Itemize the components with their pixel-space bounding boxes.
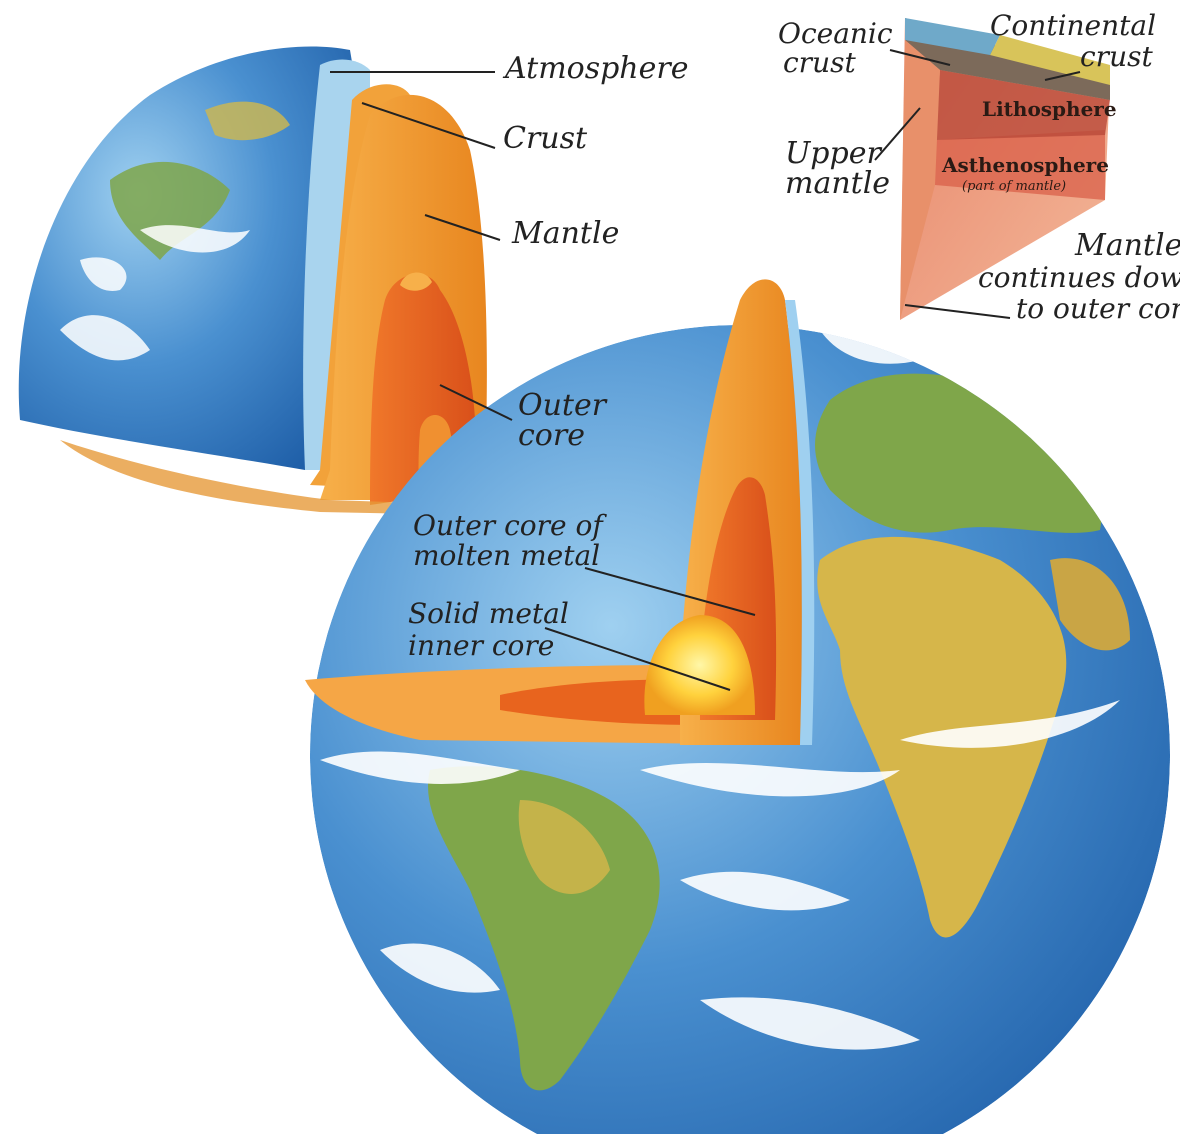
label-upper-mantle-line2: mantle (785, 166, 890, 201)
label-outer-core-line1: Outer (518, 388, 608, 423)
small-globe-clouds (60, 225, 250, 361)
label-molten-core-line2: molten metal (413, 539, 600, 572)
label-oceanic-crust-line2: crust (783, 46, 856, 79)
label-solid-core-line2: inner core (408, 629, 554, 662)
label-continental-crust-line1: Continental (990, 9, 1156, 42)
leader-crust (361, 102, 496, 149)
label-mantle-continues-line2: continues down (978, 261, 1180, 294)
large-cutaway-globe (305, 279, 1170, 1134)
label-atmosphere: Atmosphere (502, 51, 688, 86)
large-cut-crust-edge (785, 300, 815, 745)
large-globe-sa-highlands (518, 800, 610, 894)
wedge-upper-mantle-face (900, 40, 940, 320)
leader-continental-crust (1044, 71, 1081, 81)
large-globe-south-america (428, 766, 660, 1091)
leader-mantle-continues (904, 304, 1011, 319)
small-globe-land (110, 161, 230, 260)
label-asthenosphere-note: (part of mantle) (962, 179, 1066, 194)
label-lithosphere: Lithosphere (982, 97, 1117, 121)
leader-upper-mantle (874, 107, 921, 161)
label-mantle-continues-line1: Mantle (1074, 228, 1180, 263)
label-continental-crust-line2: crust (1080, 40, 1153, 73)
label-oceanic-crust-line1: Oceanic (778, 17, 893, 50)
wedge-ocean-top (905, 18, 1000, 55)
wedge-asthenosphere-zone (935, 130, 1105, 200)
large-globe-arabia (1050, 558, 1130, 651)
label-molten-core-line1: Outer core of (413, 509, 607, 542)
label-asthenosphere: Asthenosphere (941, 153, 1109, 177)
labels: Atmosphere Crust Mantle Outer core Ocean… (408, 9, 1180, 662)
leader-molten-core (584, 567, 756, 616)
leader-outer-core (439, 384, 513, 421)
label-upper-mantle-line1: Upper (785, 136, 882, 171)
leader-solid-core (544, 627, 731, 691)
label-solid-core-line1: Solid metal (408, 597, 569, 630)
leader-lines (330, 49, 1081, 691)
leader-mantle (424, 214, 501, 241)
label-outer-core-line2: core (518, 418, 585, 453)
label-mantle-continues-line3: to outer core (1016, 292, 1180, 325)
label-mantle: Mantle (511, 216, 619, 251)
small-cutaway-globe (18, 46, 487, 515)
label-crust: Crust (503, 121, 588, 156)
wedge-lithosphere-zone (935, 70, 1110, 140)
small-core-tip (400, 272, 432, 291)
leader-oceanic-crust (889, 49, 951, 66)
lithosphere-wedge-inset (900, 18, 1110, 320)
large-globe-europe (815, 373, 1102, 533)
small-globe-surface (18, 46, 360, 470)
small-globe-land-2 (205, 101, 290, 141)
